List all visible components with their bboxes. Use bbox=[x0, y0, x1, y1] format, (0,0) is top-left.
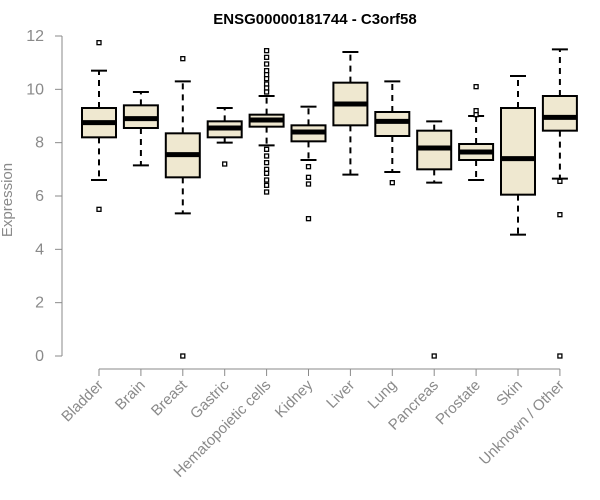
y-tick-label: 0 bbox=[35, 348, 44, 365]
outlier-point bbox=[263, 189, 270, 195]
y-tick-label: 4 bbox=[35, 241, 44, 258]
outlier-point bbox=[263, 153, 270, 159]
outlier-point bbox=[263, 177, 270, 183]
x-tick-label: Breast bbox=[148, 376, 191, 419]
outlier-point bbox=[431, 353, 437, 359]
box-group bbox=[458, 84, 495, 181]
outlier-point bbox=[263, 76, 270, 82]
outlier-point bbox=[222, 161, 228, 167]
y-tick-label: 2 bbox=[35, 295, 44, 312]
box-group bbox=[122, 91, 159, 167]
outlier-point bbox=[473, 84, 479, 90]
box-group bbox=[81, 40, 117, 212]
outlier-point bbox=[557, 178, 563, 184]
box-series bbox=[81, 40, 578, 359]
outlier-point bbox=[305, 181, 312, 187]
outlier-point bbox=[263, 89, 270, 95]
outlier-point bbox=[263, 48, 270, 54]
x-tick-label: Prostate bbox=[432, 377, 484, 429]
outlier-point bbox=[557, 353, 563, 359]
x-tick-label: Bladder bbox=[58, 377, 107, 426]
box-iqr bbox=[374, 111, 411, 137]
outlier-point bbox=[96, 206, 102, 212]
outlier-point bbox=[96, 40, 102, 46]
outlier-point bbox=[263, 54, 270, 60]
box-group bbox=[500, 75, 536, 236]
box-group bbox=[332, 51, 369, 176]
outlier-point bbox=[263, 61, 270, 67]
outlier-point bbox=[473, 112, 479, 118]
x-tick-label: Liver bbox=[323, 377, 358, 412]
box-group bbox=[290, 105, 327, 222]
y-axis-label: Expression bbox=[0, 163, 16, 237]
box-group bbox=[206, 107, 243, 167]
outlier-point bbox=[263, 182, 270, 188]
y-tick-label: 6 bbox=[35, 188, 44, 205]
y-tick-label: 12 bbox=[26, 28, 44, 45]
outlier-point bbox=[263, 160, 270, 166]
box-group bbox=[374, 80, 411, 186]
outlier-point bbox=[180, 353, 186, 359]
box-group bbox=[248, 48, 285, 195]
box-iqr bbox=[541, 95, 578, 132]
y-tick-label: 8 bbox=[35, 135, 44, 152]
x-tick-label: Skin bbox=[493, 377, 526, 410]
outlier-point bbox=[180, 56, 186, 62]
outlier-point bbox=[263, 146, 270, 152]
outlier-point bbox=[263, 170, 270, 176]
outlier-point bbox=[389, 180, 395, 186]
outlier-point bbox=[305, 174, 312, 180]
y-tick-label: 10 bbox=[26, 81, 44, 98]
outlier-point bbox=[305, 216, 312, 222]
x-tick-label: Kidney bbox=[272, 376, 317, 421]
chart-title: ENSG00000181744 - C3orf58 bbox=[213, 11, 416, 28]
y-axis: 0 2 4 6 8 10 12 bbox=[26, 28, 63, 365]
x-tick-label: Lung bbox=[365, 377, 401, 413]
outlier-point bbox=[305, 164, 312, 170]
box-group bbox=[416, 120, 453, 359]
x-tick-label: Brain bbox=[112, 377, 149, 414]
box-group bbox=[541, 48, 578, 359]
box-group bbox=[164, 56, 201, 359]
outlier-point bbox=[557, 212, 563, 218]
box-iqr bbox=[500, 107, 536, 196]
